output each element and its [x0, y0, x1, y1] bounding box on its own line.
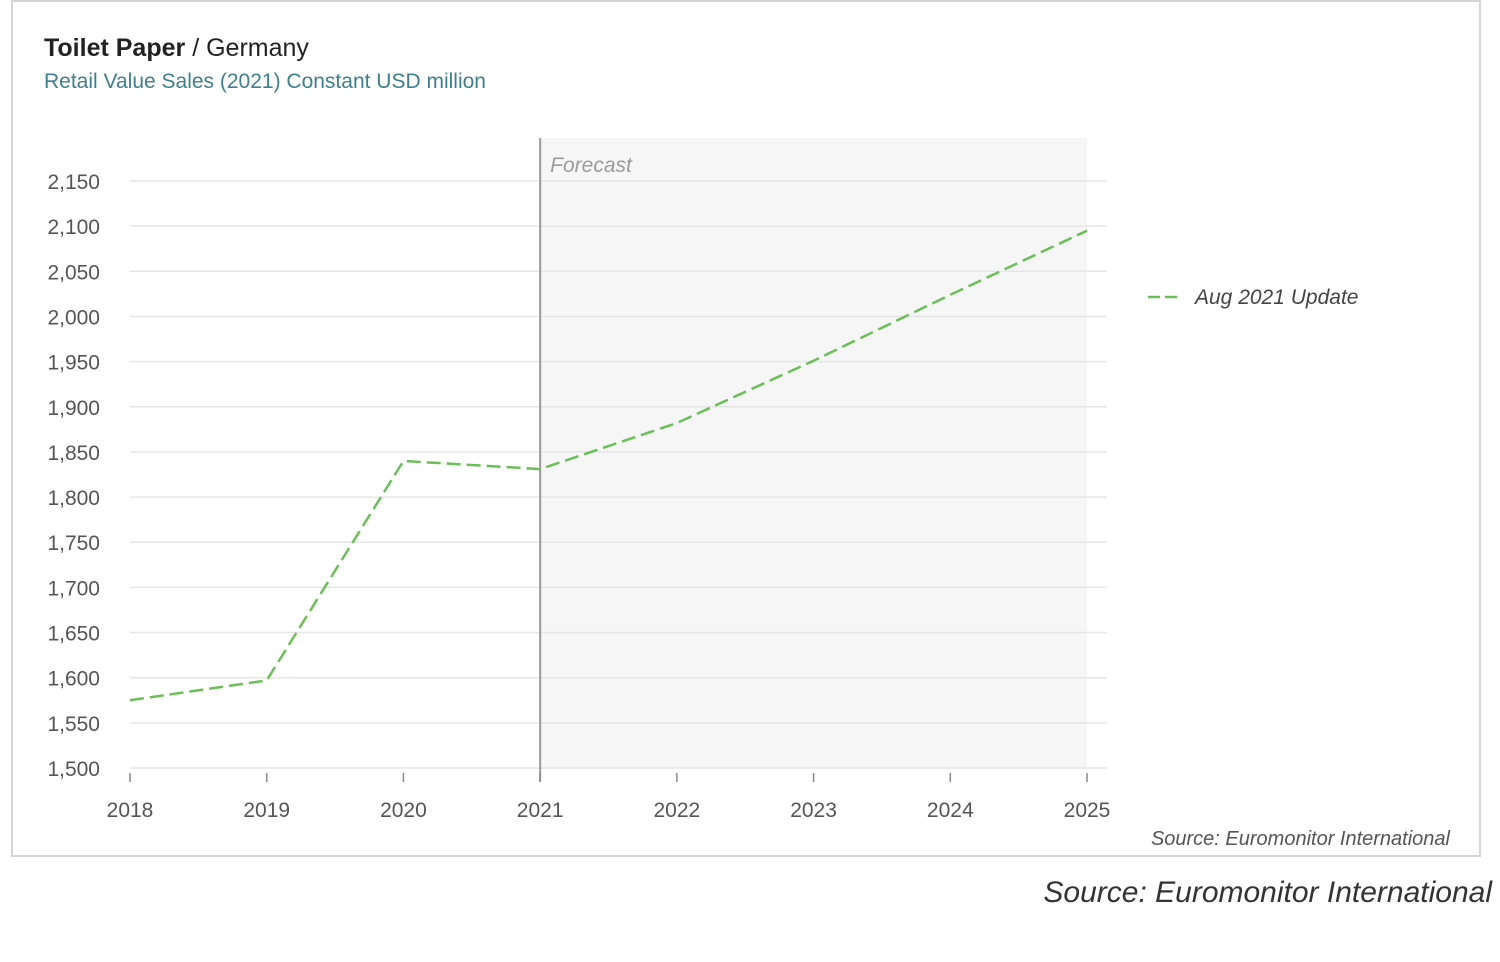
y-tick-label: 1,750: [47, 532, 100, 555]
y-tick-label: 2,100: [47, 216, 100, 239]
x-tick-label: 2018: [107, 799, 154, 822]
y-tick-label: 1,650: [47, 623, 100, 646]
title-product: Toilet Paper: [44, 34, 186, 62]
x-tick-label: 2020: [380, 799, 427, 822]
forecast-band: [540, 138, 1087, 768]
y-tick-label: 1,800: [47, 487, 100, 510]
title-separator: /: [185, 34, 207, 62]
legend-label: Aug 2021 Update: [1193, 286, 1358, 309]
chart-title: Toilet Paper / Germany: [44, 34, 309, 63]
y-tick-label: 1,600: [47, 668, 100, 691]
x-tick-label: 2019: [243, 799, 290, 822]
x-tick-label: 2021: [517, 799, 564, 822]
y-tick-label: 1,700: [47, 577, 100, 600]
forecast-label: Forecast: [550, 154, 633, 177]
y-tick-label: 2,050: [47, 261, 100, 284]
title-country: Germany: [206, 34, 309, 62]
y-tick-label: 1,950: [47, 352, 100, 375]
y-tick-label: 2,150: [47, 171, 100, 194]
x-tick-label: 2024: [927, 799, 974, 822]
outside-source-note: Source: Euromonitor International: [1043, 876, 1492, 909]
y-tick-label: 2,000: [47, 306, 100, 329]
y-tick-label: 1,900: [47, 397, 100, 420]
chart-subtitle: Retail Value Sales (2021) Constant USD m…: [44, 70, 486, 93]
y-tick-label: 1,850: [47, 442, 100, 465]
x-tick-label: 2022: [653, 799, 700, 822]
y-tick-label: 1,500: [47, 758, 100, 781]
x-tick-label: 2023: [790, 799, 837, 822]
card-source-note: Source: Euromonitor International: [1151, 828, 1451, 850]
series-line: [129, 229, 1088, 702]
x-tick-label: 2025: [1064, 799, 1111, 822]
y-tick-label: 1,550: [47, 713, 100, 736]
